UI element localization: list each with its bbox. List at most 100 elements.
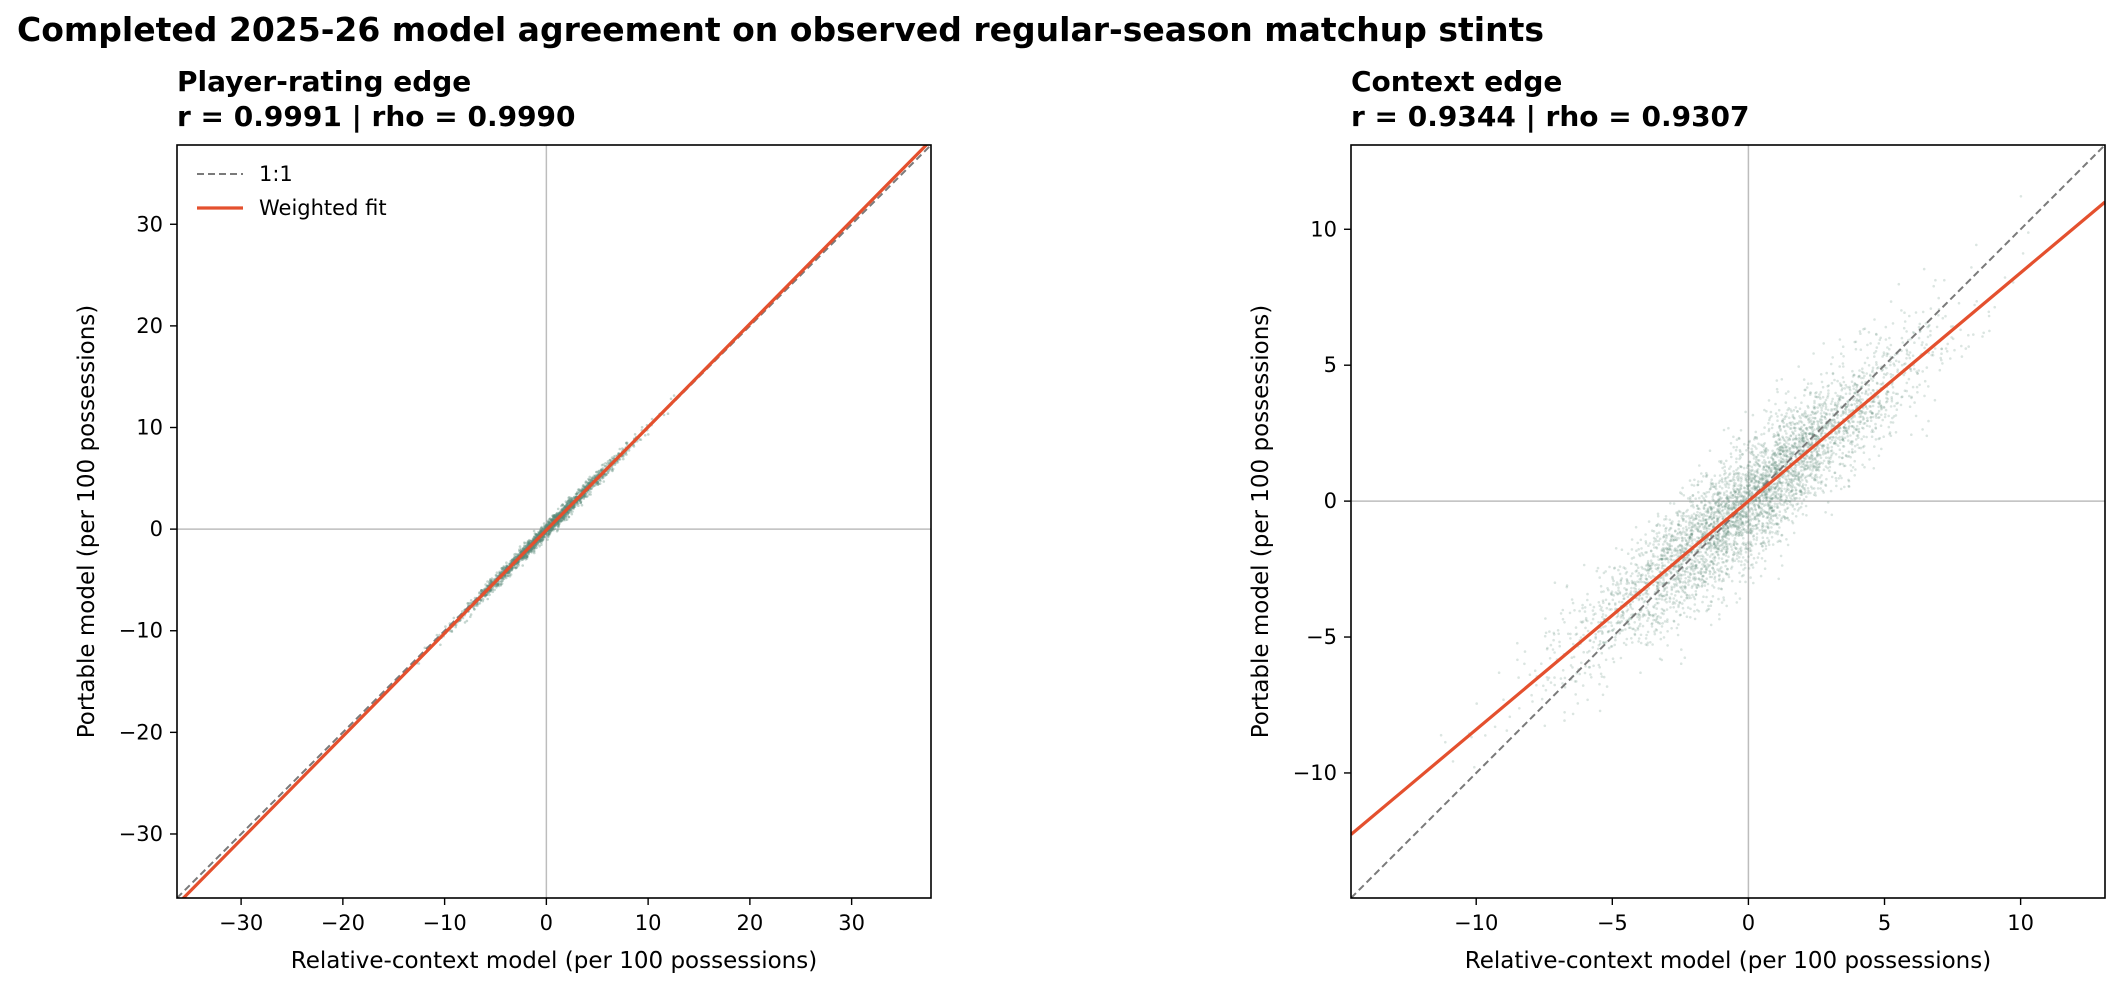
scatter-point	[594, 483, 597, 487]
scatter-point	[1695, 525, 1698, 529]
scatter-point	[1732, 489, 1736, 492]
scatter-point	[1721, 538, 1724, 541]
scatter-point	[1748, 549, 1752, 553]
scatter-point	[1852, 398, 1855, 402]
scatter-point	[1777, 432, 1780, 436]
scatter-point	[1873, 400, 1876, 404]
scatter-point	[618, 447, 622, 451]
scatter-point	[1717, 504, 1720, 508]
scatter-point	[1714, 571, 1717, 574]
scatter-point	[1762, 490, 1766, 494]
scatter-point	[1774, 522, 1777, 526]
scatter-point	[1715, 563, 1718, 566]
scatter-point	[1885, 396, 1888, 400]
scatter-point	[1674, 553, 1678, 557]
scatter-point	[1677, 531, 1680, 535]
scatter-point	[1563, 719, 1566, 722]
scatter-point	[669, 397, 673, 401]
scatter-point	[472, 606, 475, 609]
scatter-point	[1830, 449, 1834, 452]
scatter-point	[1775, 379, 1779, 382]
scatter-point	[1631, 641, 1634, 644]
scatter-point	[1801, 433, 1804, 437]
scatter-point	[1624, 643, 1628, 647]
scatter-point	[567, 515, 571, 519]
scatter-point	[1676, 513, 1679, 516]
scatter-point	[1651, 643, 1654, 646]
scatter-point	[562, 517, 565, 521]
scatter-point	[1708, 488, 1712, 491]
scatter-point	[557, 522, 560, 526]
scatter-point	[1801, 483, 1805, 486]
y-tick-label: −10	[119, 619, 163, 643]
scatter-point	[1813, 437, 1817, 441]
scatter-point	[1676, 633, 1680, 637]
scatter-point	[1862, 451, 1866, 455]
scatter-point	[1882, 353, 1886, 357]
scatter-point	[507, 571, 511, 575]
scatter-point	[1734, 540, 1737, 544]
scatter-point	[496, 583, 500, 586]
scatter-point	[643, 434, 647, 437]
scatter-point	[1629, 574, 1633, 578]
scatter-point	[1763, 490, 1767, 494]
scatter-point	[1894, 359, 1898, 363]
scatter-point	[1685, 515, 1688, 518]
scatter-point	[1664, 517, 1668, 521]
scatter-point	[1848, 392, 1852, 395]
scatter-point	[1724, 504, 1727, 507]
scatter-point	[1725, 490, 1728, 493]
scatter-point	[1516, 641, 1519, 645]
scatter-point	[496, 582, 499, 585]
scatter-point	[585, 484, 588, 487]
scatter-point	[1728, 472, 1732, 475]
scatter-point	[1660, 566, 1664, 570]
scatter-point	[1757, 552, 1761, 555]
scatter-point	[1607, 588, 1610, 592]
scatter-point	[1680, 563, 1683, 567]
scatter-point	[1690, 528, 1693, 532]
scatter-point	[514, 555, 518, 559]
scatter-point	[590, 477, 593, 480]
scatter-point	[531, 537, 535, 541]
scatter-point	[488, 580, 491, 583]
scatter-point	[1781, 461, 1784, 464]
scatter-point	[1770, 456, 1773, 459]
scatter-point	[1839, 462, 1842, 466]
scatter-point	[1636, 615, 1639, 619]
scatter-point	[1660, 598, 1664, 601]
scatter-point	[1785, 463, 1789, 466]
scatter-point	[1625, 578, 1629, 581]
scatter-point	[553, 515, 557, 519]
scatter-point	[1819, 412, 1823, 415]
scatter-point	[519, 547, 523, 551]
scatter-point	[545, 524, 548, 528]
scatter-point	[582, 484, 585, 487]
scatter-point	[1729, 465, 1732, 468]
scatter-point	[1855, 424, 1859, 428]
scatter-point	[1849, 409, 1853, 413]
scatter-point	[1835, 484, 1838, 488]
scatter-point	[1722, 428, 1726, 432]
scatter-point	[536, 533, 539, 537]
scatter-point	[1726, 547, 1729, 551]
scatter-point	[511, 558, 514, 561]
scatter-point	[1774, 466, 1777, 470]
scatter-point	[1784, 454, 1787, 457]
scatter-point	[1845, 429, 1848, 432]
scatter-point	[556, 512, 559, 516]
scatter-point	[571, 498, 574, 501]
scatter-point	[1712, 515, 1715, 518]
y-tick-label: 10	[136, 416, 163, 440]
scatter-point	[1749, 540, 1752, 544]
scatter-point	[531, 537, 535, 540]
scatter-point	[484, 595, 487, 598]
scatter-point	[1762, 455, 1765, 459]
scatter-point	[561, 516, 565, 520]
scatter-point	[1648, 542, 1652, 545]
scatter-point	[1853, 459, 1856, 463]
scatter-point	[1818, 465, 1821, 469]
scatter-point	[596, 481, 600, 485]
scatter-point	[1940, 352, 1943, 356]
scatter-point	[568, 496, 571, 499]
